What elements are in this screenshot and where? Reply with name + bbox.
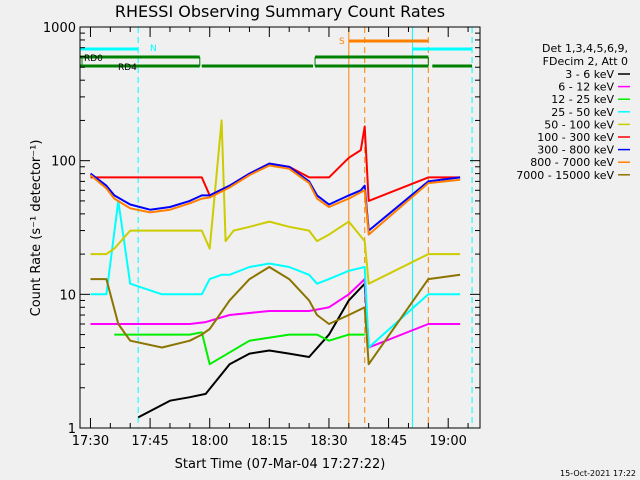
x-tick-label: 19:00 (429, 434, 466, 449)
y-tick-label: 1 (68, 422, 76, 437)
legend-entry-label: 100 - 300 keV (537, 131, 614, 144)
legend: Det 1,3,4,5,6,9,FDecim 2, Att 03 - 6 keV… (516, 42, 630, 182)
plot-background (80, 27, 480, 428)
x-axis-label: Start Time (07-Mar-04 17:27:22) (175, 457, 386, 472)
bar-label-rd4: RD4 (118, 63, 137, 73)
series-lines (89, 119, 461, 419)
legend-entry-label: 800 - 7000 keV (530, 156, 614, 169)
series-line-7 (89, 164, 461, 236)
x-tick-label: 18:15 (251, 434, 288, 449)
series-line-8 (90, 266, 461, 366)
legend-entry-label: 50 - 100 keV (544, 118, 614, 131)
legend-entry-label: 7000 - 15000 keV (516, 169, 614, 182)
series-line-0 (137, 282, 370, 419)
y-tick-label: 1000 (43, 21, 76, 36)
plot-area (80, 27, 480, 428)
y-tick-label: 10 (59, 288, 76, 303)
series-line-2 (114, 331, 365, 366)
footer-timestamp: 15-Oct-2021 17:22 (560, 469, 636, 478)
legend-entry-label: 300 - 800 keV (537, 144, 614, 157)
legend-entry-label: 3 - 6 keV (565, 68, 614, 81)
legend-header-line: FDecim 2, Att 0 (543, 55, 628, 68)
legend-entry-label: 12 - 25 keV (551, 93, 614, 106)
series-line-4 (90, 119, 461, 285)
legend-entry-label: 6 - 12 keV (558, 81, 614, 94)
chart-title: RHESSI Observing Summary Count Rates (115, 2, 445, 21)
plot-frame (79, 26, 481, 429)
bar-label-s: S (339, 37, 345, 47)
y-tick-label: 100 (51, 155, 76, 170)
legend-header-line: Det 1,3,4,5,6,9, (542, 42, 628, 55)
x-tick-label: 17:45 (131, 434, 168, 449)
axes: 17:30 17:45 18:00 18:15 18:30 18:45 19:00 1 10 10… (43, 21, 481, 449)
legend-entry-label: 25 - 50 keV (551, 106, 614, 119)
bar-label-rd0: RD0 (84, 54, 103, 64)
series-line-6 (89, 162, 461, 232)
x-tick-label: 18:45 (370, 434, 407, 449)
y-axis-label: Count Rate (s⁻¹ detector⁻¹) (29, 140, 44, 317)
attenuator-state-bars: RD0 RD4 N S (80, 37, 473, 73)
x-tick-label: 17:30 (72, 434, 109, 449)
bar-label-n: N (150, 44, 157, 54)
x-tick-label: 18:00 (191, 434, 228, 449)
x-tick-label: 18:30 (310, 434, 347, 449)
series-line-3 (90, 199, 461, 349)
